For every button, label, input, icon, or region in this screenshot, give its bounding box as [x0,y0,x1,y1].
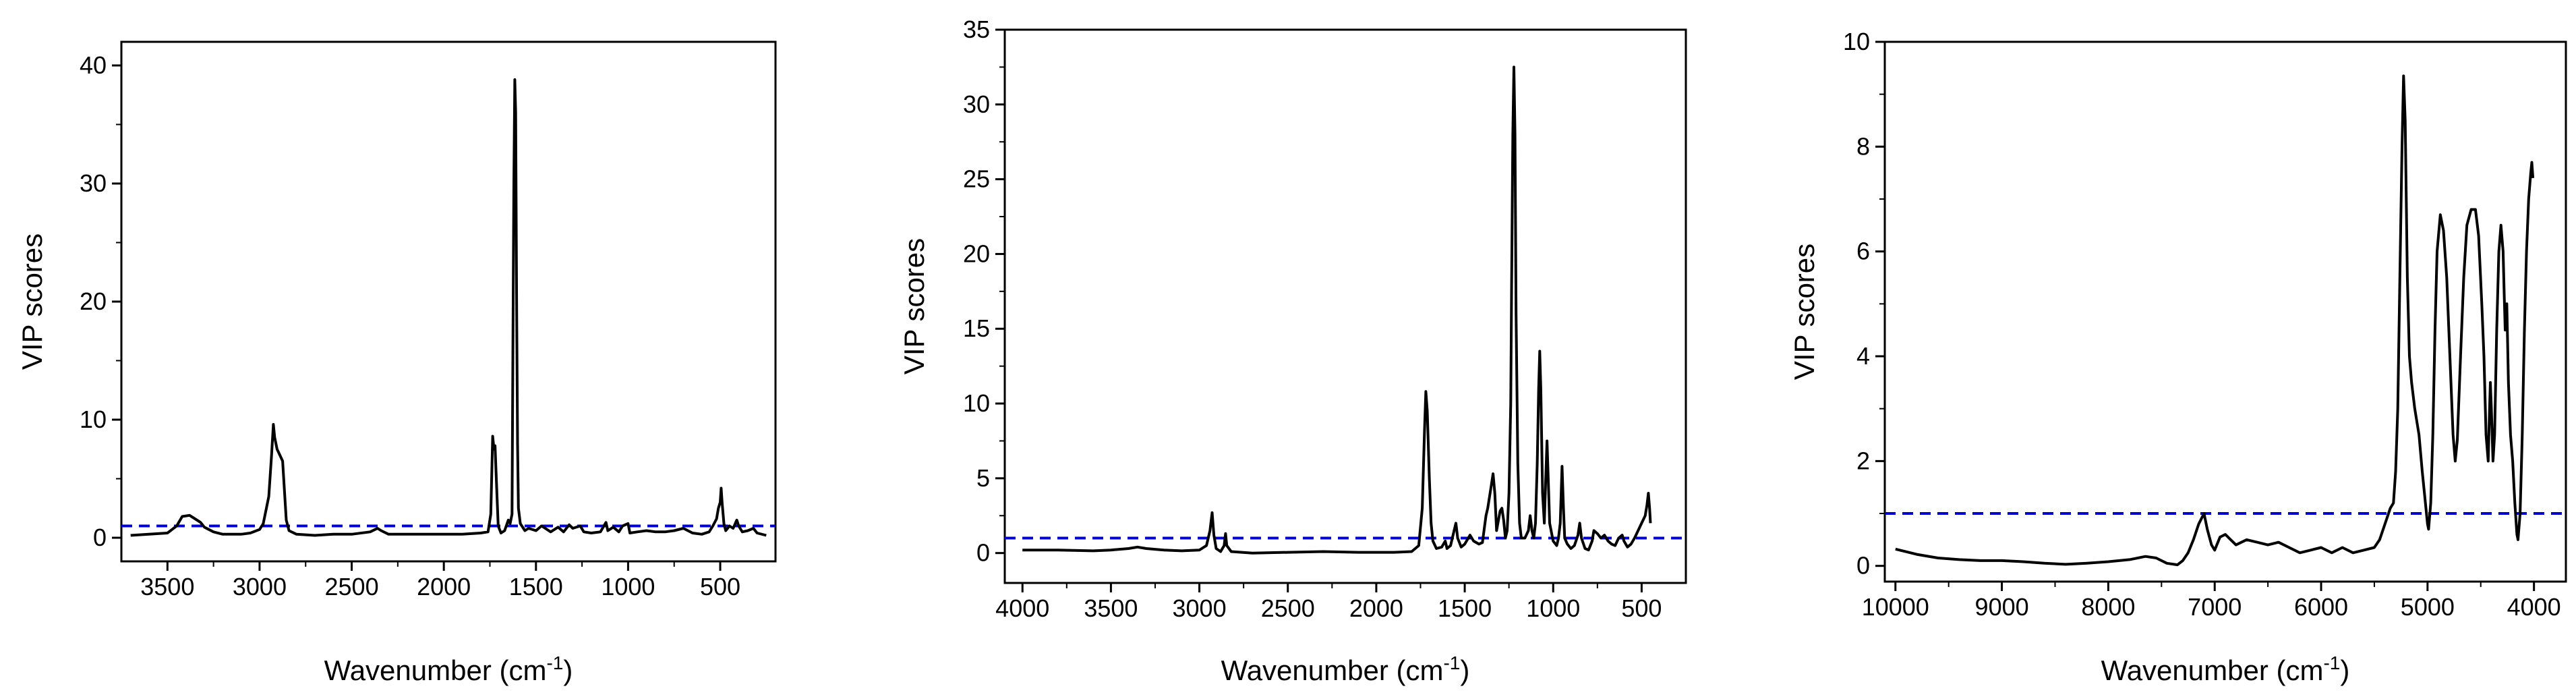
x-tick-label: 500 [1621,594,1662,622]
axis-ticks: 10000 9000 8000 7000 6000 5000 4000 0 2 4 6 8 10 [1843,28,2561,621]
plot-data [121,78,775,537]
x-tick-label: 10000 [1862,593,1929,621]
y-tick-label: 15 [963,314,990,342]
y-tick-label: 30 [80,169,107,197]
y-tick-label: 35 [963,16,990,43]
x-axis-label: Wavenumber (cm-1) [324,652,573,686]
chart-panel-middle: 4000 3500 3000 2500 2000 1500 1000 500 0 5 10 15 20 2… [898,16,1687,686]
plot-frame [120,40,777,563]
y-axis-label: VIP scores [1788,244,1820,380]
y-tick-label: 2 [1856,447,1870,474]
x-tick-label: 3500 [1084,594,1138,622]
y-tick-label: 0 [93,524,107,551]
axis-ticks: 4000 3500 3000 2500 2000 1500 1000 500 0 5 10 15 20 2… [963,16,1662,622]
y-tick-label: 8 [1856,132,1870,160]
y-tick-label: 5 [976,464,990,492]
chart-panel-right: 10000 9000 8000 7000 6000 5000 4000 0 2 4 6 8 10 VIP… [1788,28,2567,686]
x-tick-label: 4000 [995,594,1049,622]
x-tick-label: 500 [700,573,740,600]
x-tick-label: 2000 [417,573,471,600]
plot-data [1885,74,2566,567]
y-tick-label: 0 [1856,552,1870,580]
x-tick-label: 6000 [2294,593,2348,621]
x-tick-label: 3000 [1173,594,1227,622]
y-tick-label: 30 [963,90,990,118]
x-tick-label: 5000 [2401,593,2455,621]
x-tick-label: 1500 [509,573,563,600]
x-axis-label: Wavenumber (cm-1) [2101,652,2350,686]
y-tick-label: 0 [976,539,990,567]
x-tick-label: 3000 [233,573,287,600]
x-tick-label: 1000 [1526,594,1580,622]
y-tick-label: 40 [80,51,107,79]
y-tick-label: 10 [963,389,990,417]
y-tick-label: 20 [963,240,990,267]
x-tick-label: 3500 [140,573,194,600]
x-tick-label: 2500 [1261,594,1315,622]
x-tick-label: 4000 [2507,593,2561,621]
x-tick-label: 9000 [1975,593,2029,621]
series-line [1022,65,1652,555]
y-axis-label: VIP scores [898,238,930,374]
x-tick-label: 1000 [601,573,655,600]
x-tick-label: 2500 [325,573,379,600]
x-tick-label: 8000 [2081,593,2135,621]
series-line [1895,74,2535,567]
x-tick-label: 2000 [1349,594,1403,622]
y-tick-label: 6 [1856,237,1870,265]
plot-frame [1003,28,1687,584]
series-line [130,78,767,537]
y-tick-label: 10 [80,406,107,433]
y-tick-label: 20 [80,287,107,315]
plot-data [1005,65,1686,555]
x-axis-label: Wavenumber (cm-1) [1221,652,1470,686]
x-tick-label: 7000 [2188,593,2242,621]
y-tick-label: 4 [1856,342,1870,370]
y-tick-label: 25 [963,165,990,193]
plot-frame [1883,40,2567,583]
axis-ticks: 3500 3000 2500 2000 1500 1000 500 0 10 20 30 40 [80,51,740,600]
y-tick-label: 10 [1843,28,1870,55]
chart-panel-left: 3500 3000 2500 2000 1500 1000 500 0 10 20 30 40 VIP… [16,40,777,686]
y-axis-label: VIP scores [16,233,48,370]
x-tick-label: 1500 [1438,594,1492,622]
